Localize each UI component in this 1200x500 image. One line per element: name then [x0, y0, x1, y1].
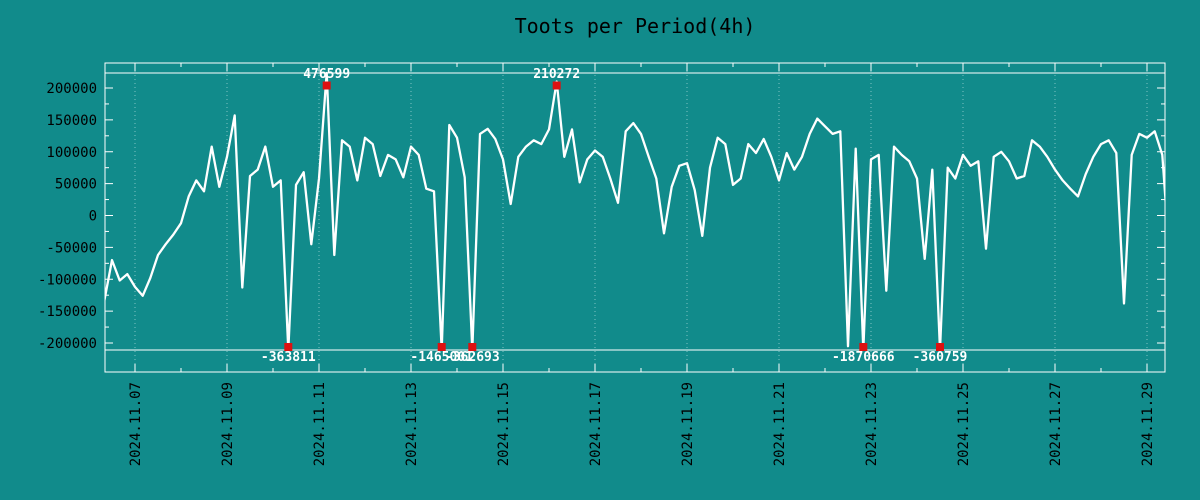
x-axis-labels: 2024.11.07 2024.11.09 2024.11.11 2024.11.13…	[128, 382, 1156, 466]
extreme-value-label: -1465001	[410, 350, 473, 365]
x-tick-label: 2024.11.17	[588, 382, 604, 466]
plot-border	[104, 62, 1166, 373]
clip-lines	[105, 72, 1165, 351]
x-tick-label: 2024.11.07	[128, 382, 144, 466]
extreme-marker	[322, 81, 331, 90]
x-tick-label: 2024.11.23	[864, 382, 880, 466]
extreme-value-label: -360759	[913, 350, 968, 365]
x-tick-label: 2024.11.25	[956, 382, 972, 466]
extreme-value-label: -363811	[261, 350, 316, 365]
y-tick-label: -100000	[38, 272, 97, 288]
extreme-marker	[859, 343, 868, 351]
extreme-marker	[284, 343, 293, 351]
extreme-value-label: 210272	[533, 67, 580, 82]
y-axis-labels: -200000 -150000 -100000 -50000 0 50000 100000 1…	[38, 81, 97, 352]
y-tick-label: 100000	[46, 145, 97, 161]
extreme-value-label: 476599	[303, 67, 350, 82]
x-tick-label: 2024.11.21	[772, 382, 788, 466]
x-tick-label: 2024.11.11	[312, 382, 328, 466]
y-tick-label: 150000	[46, 113, 97, 129]
y-tick-label: -50000	[46, 240, 97, 256]
chart-title: Toots per Period(4h)	[515, 14, 756, 38]
x-tick-label: 2024.11.09	[220, 382, 236, 466]
extreme-value-label: -362693	[445, 350, 500, 365]
extreme-marker	[552, 81, 561, 90]
y-tick-label: 200000	[46, 81, 97, 97]
extreme-marker	[936, 343, 944, 351]
y-tick-label: -200000	[38, 336, 97, 352]
toots-line	[105, 71, 1165, 352]
extreme-value-labels: -363811 476599 -362693-1465001 210272 -18706…	[261, 67, 967, 365]
axis-ticks	[105, 63, 1165, 372]
x-tick-label: 2024.11.19	[680, 382, 696, 466]
extreme-value-label: -1870666	[832, 350, 895, 365]
x-tick-label: 2024.11.13	[404, 382, 420, 466]
extreme-marker	[468, 343, 477, 351]
y-tick-label: 0	[89, 209, 97, 225]
x-tick-label: 2024.11.27	[1048, 382, 1064, 466]
series-line	[105, 71, 1165, 352]
extreme-marker	[437, 343, 446, 351]
y-tick-label: -150000	[38, 304, 97, 320]
extreme-markers	[284, 81, 944, 351]
x-tick-label: 2024.11.29	[1140, 382, 1156, 466]
x-tick-label: 2024.11.15	[496, 382, 512, 466]
y-tick-label: 50000	[55, 177, 97, 193]
